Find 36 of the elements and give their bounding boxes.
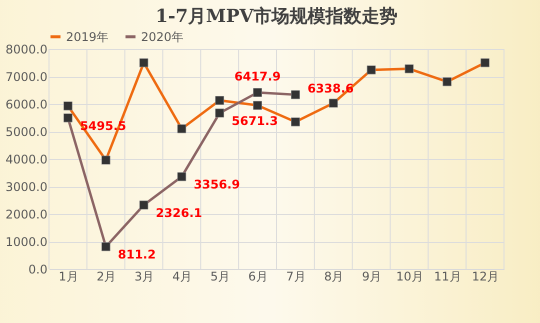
point	[101, 242, 110, 252]
x-tick-label: 6月	[248, 270, 268, 284]
x-tick-label: 12月	[472, 270, 500, 284]
x-tick-label: 3月	[134, 270, 154, 284]
point	[177, 172, 186, 182]
point	[253, 88, 262, 97]
y-tick-label: 1000.0	[6, 235, 48, 249]
x-tick-label: 7月	[286, 270, 306, 284]
x-tick-label: 1月	[58, 270, 78, 284]
point	[291, 90, 300, 100]
data-label: 6417.9	[234, 70, 281, 84]
data-label: 5671.3	[232, 114, 278, 128]
y-tick-label: 0.0	[28, 262, 48, 276]
chart-title: 1-7月MPV市场规模指数走势	[156, 6, 398, 27]
x-tick-label: 8月	[324, 270, 344, 284]
x-tick-label: 11月	[434, 270, 462, 284]
x-tick-label: 10月	[396, 270, 424, 284]
point	[139, 200, 148, 210]
data-label: 811.2	[118, 248, 156, 262]
y-tick-label: 2000.0	[6, 208, 48, 222]
y-tick-label: 5000.0	[6, 125, 48, 139]
x-tick-label: 4月	[172, 270, 192, 284]
x-tick-label: 5月	[210, 270, 230, 284]
point	[215, 108, 224, 118]
y-tick-label: 4000.0	[6, 152, 48, 166]
y-tick-label: 6000.0	[6, 98, 48, 112]
x-tick-label: 2月	[96, 270, 116, 284]
data-label: 2326.1	[156, 206, 202, 220]
legend-label: 2020年	[141, 30, 184, 44]
data-label: 3356.9	[194, 178, 240, 192]
y-tick-label: 8000.0	[6, 42, 48, 56]
point	[64, 113, 72, 122]
legend-label: 2019年	[66, 30, 109, 44]
y-tick-label: 3000.0	[6, 180, 48, 194]
y-tick-label: 7000.0	[6, 70, 48, 84]
x-tick-label: 9月	[362, 270, 382, 284]
